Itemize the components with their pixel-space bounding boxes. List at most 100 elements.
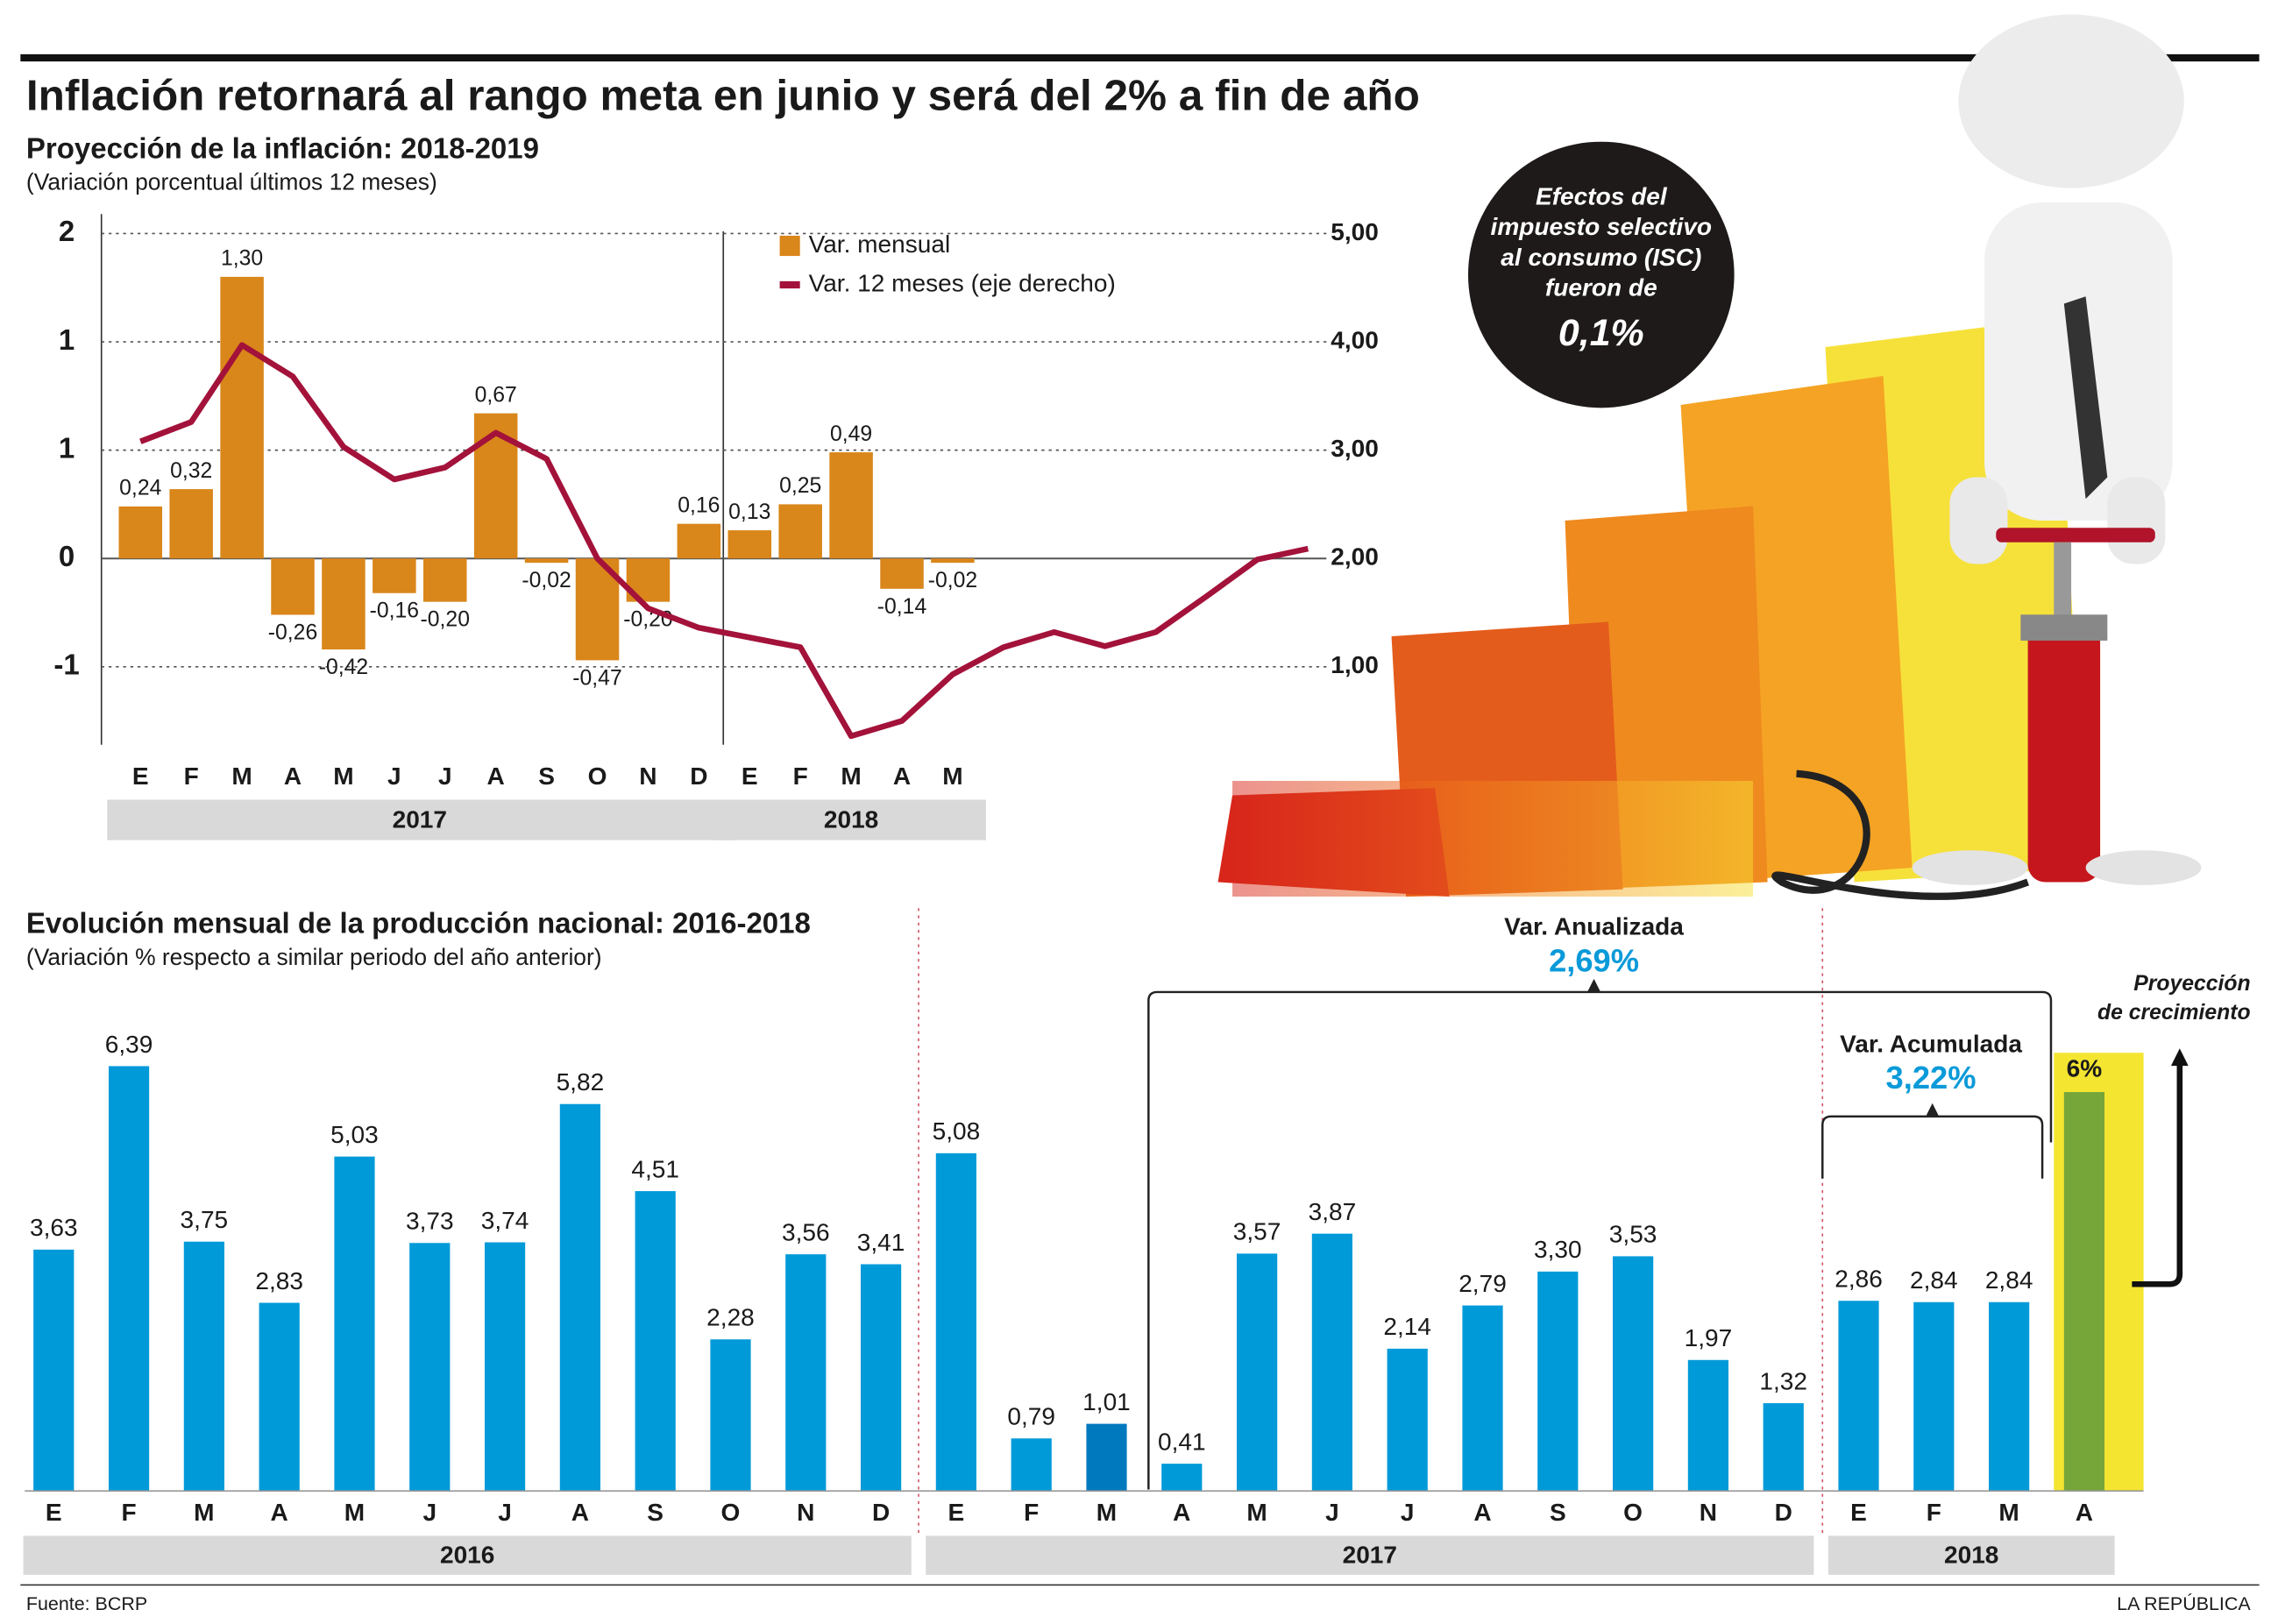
value-label: 3,53 [1609,1221,1657,1248]
growth-arrow-head [2170,1048,2189,1067]
x-tick-label: M [841,762,861,790]
value-label: 6,39 [105,1031,153,1058]
bar [322,558,365,650]
x-tick-label: E [948,1499,965,1526]
x-tick-label: J [422,1499,436,1526]
x-tick-label: M [1998,1499,2019,1526]
bar [635,1191,676,1492]
annotation-value: 2,69% [1549,943,1639,979]
x-tick-label: N [797,1499,814,1526]
bar [559,1103,600,1492]
bar [1011,1438,1052,1492]
illustration [1217,14,2202,900]
x-tick-label: A [1173,1499,1190,1526]
x-tick-label: O [1623,1499,1643,1526]
year-label: 2017 [393,806,447,833]
chart-title: Proyección de la inflación: 2018-2019 [26,131,539,164]
x-tick-label: F [184,762,199,790]
callout-text: al consumo (ISC) [1501,244,1701,271]
bar [2063,1092,2105,1492]
value-label: 5,08 [933,1117,981,1145]
bar [1462,1305,1503,1492]
legend-label: Var. mensual [809,230,951,258]
value-label: 2,84 [1910,1266,1958,1294]
value-label: 0,16 [678,493,720,517]
bar [1311,1233,1353,1492]
bar [1161,1464,1203,1492]
value-label: 2,86 [1835,1266,1883,1293]
bar [423,558,467,602]
bar [259,1302,300,1492]
value-label: -0,20 [421,608,470,632]
bar [484,1242,526,1492]
value-label: 3,41 [857,1229,905,1256]
legend-label: Var. 12 meses (eje derecho) [809,269,1116,296]
x-tick-label: D [690,762,707,790]
year-label: 2018 [1944,1542,1998,1569]
callout-text: Efectos del [1536,182,1668,209]
annotation-subtitle: de crecimiento [2097,1001,2251,1025]
value-label: 0,79 [1007,1403,1055,1430]
bar [334,1156,375,1492]
value-label: 2,14 [1383,1313,1431,1340]
x-tick-label: J [1325,1499,1339,1526]
x-tick-label: A [284,762,302,790]
bar [1387,1348,1428,1492]
bar [1537,1271,1579,1492]
x-tick-label: O [588,762,607,790]
callout: Efectos del impuesto selectivo al consum… [1491,182,1713,354]
x-tick-label: S [538,762,555,790]
value-label: 1,97 [1685,1324,1733,1351]
bracket-tip [1926,1103,1940,1117]
value-label: 6% [2067,1054,2103,1081]
value-label: 1,30 [221,247,263,271]
x-tick-label: E [46,1499,62,1526]
source: Fuente: BCRP [26,1593,147,1614]
value-label: -0,16 [370,599,419,623]
page-title: Inflación retornará al rango meta en jun… [26,71,1420,119]
bar [931,558,975,564]
year-label: 2016 [440,1542,494,1569]
callout-circle [1468,141,1735,408]
x-tick-label: M [333,762,353,790]
bar [271,558,315,615]
x-tick-label: N [639,762,656,790]
value-label: -0,02 [928,569,977,592]
brand: LA REPÚBLICA [2117,1592,2251,1614]
annotation-value: 3,22% [1886,1060,1976,1096]
year-band [107,799,733,840]
year-band [716,799,986,840]
value-label: 2,79 [1458,1270,1507,1297]
value-label: 3,87 [1309,1198,1357,1225]
x-tick-label: D [1775,1499,1792,1526]
value-label: -0,26 [268,621,317,644]
x-tick-label: A [571,1499,589,1526]
bar [1838,1301,1879,1492]
x-tick-label: F [121,1499,136,1526]
bar [33,1249,75,1492]
bar [860,1264,902,1492]
bar [710,1339,751,1492]
value-label: 0,49 [830,422,872,446]
y2-tick-label: 1,00 [1331,651,1379,678]
legend-swatch [779,235,800,257]
y-tick-label: 2 [59,215,75,247]
bar [373,558,416,593]
bar [183,1241,224,1492]
x-tick-label: E [132,762,149,790]
bar [524,558,569,564]
chart-title: Evolución mensual de la producción nacio… [26,907,811,940]
value-label: 0,32 [170,459,212,483]
y-tick-label: 1 [59,323,75,356]
value-label: 0,67 [475,383,517,407]
bar [409,1243,451,1492]
y2-tick-label: 2,00 [1331,543,1379,571]
bracket [1821,1115,2044,1179]
x-tick-label: A [271,1499,288,1526]
bar [829,452,873,559]
growth-arrow [2132,1062,2183,1287]
y-tick-label: -1 [53,649,79,681]
bar [1763,1403,1804,1492]
y-tick-label: 1 [59,431,75,464]
y2-tick-label: 4,00 [1331,326,1379,353]
